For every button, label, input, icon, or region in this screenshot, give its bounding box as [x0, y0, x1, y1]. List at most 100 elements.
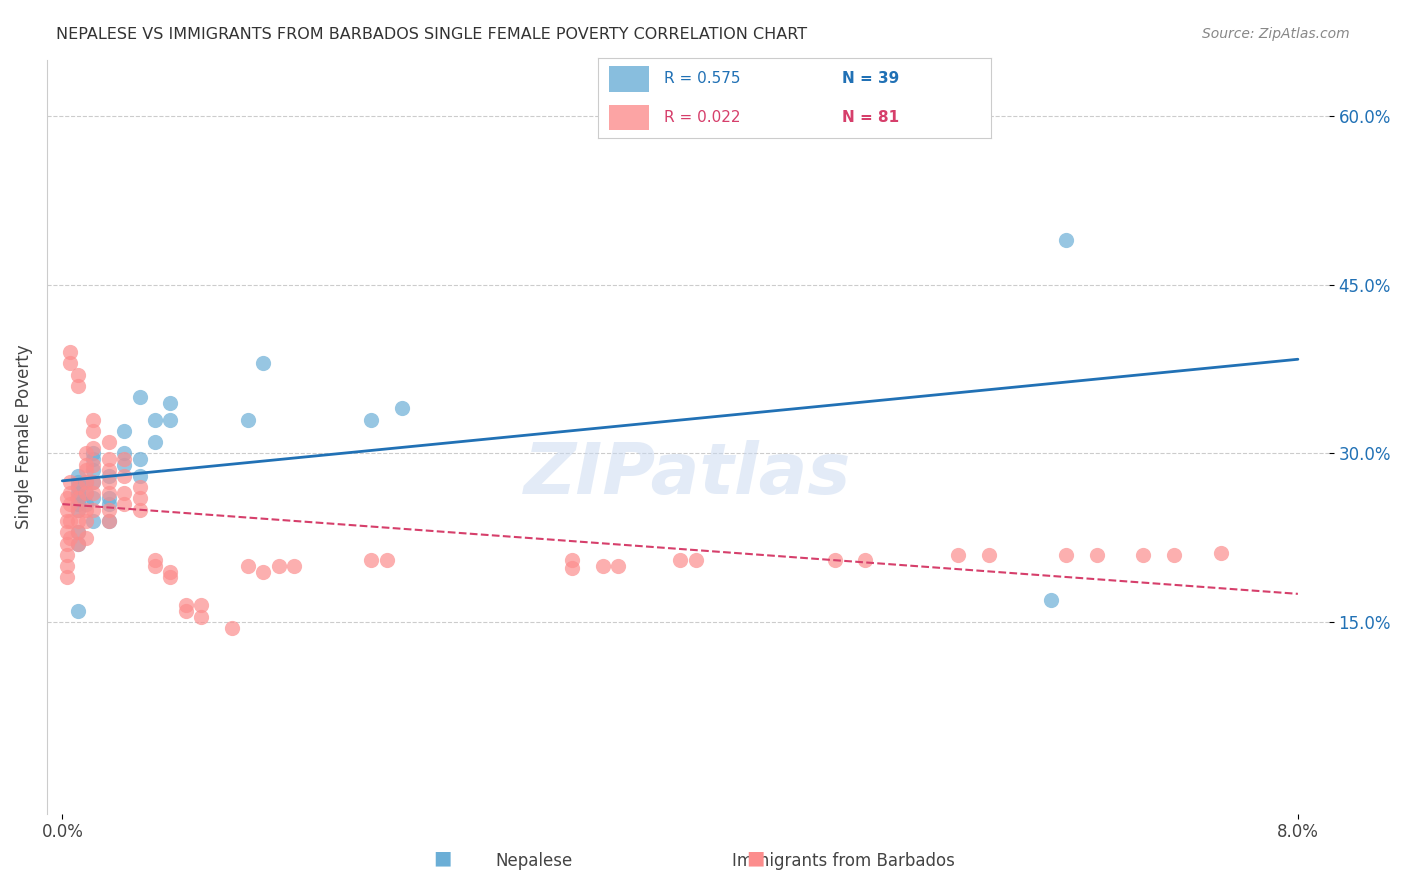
Point [66, 491, 89, 506]
Point [1163, 548, 1185, 562]
Point [75, 531, 97, 545]
Point [143, 435, 166, 450]
Point [66, 469, 89, 483]
Point [112, 424, 135, 438]
Point [97, 497, 120, 511]
Text: Source: ZipAtlas.com: Source: ZipAtlas.com [1202, 27, 1350, 41]
Point [112, 486, 135, 500]
Point [592, 559, 614, 574]
Point [159, 570, 181, 584]
Point [97, 475, 120, 489]
Point [221, 621, 243, 635]
Text: ■: ■ [745, 848, 765, 867]
Point [128, 491, 150, 506]
Point [66, 525, 89, 540]
Text: R = 0.022: R = 0.022 [665, 110, 741, 125]
Text: ZIPatlas: ZIPatlas [524, 440, 852, 508]
Point [59, 475, 82, 489]
Point [66, 536, 89, 550]
Point [75, 486, 97, 500]
Point [75, 463, 97, 477]
Text: Nepalese: Nepalese [496, 852, 572, 870]
Point [112, 469, 135, 483]
Point [112, 446, 135, 460]
Point [360, 413, 382, 427]
Point [1054, 548, 1077, 562]
Point [75, 446, 97, 460]
Point [82, 475, 104, 489]
Point [283, 559, 305, 574]
Point [59, 531, 82, 545]
Point [59, 486, 82, 500]
Point [75, 502, 97, 516]
Point [375, 553, 398, 567]
Point [56, 514, 79, 528]
Point [56, 525, 79, 540]
Point [66, 536, 89, 550]
Point [360, 553, 382, 567]
Point [66, 491, 89, 506]
Point [977, 548, 1000, 562]
Point [66, 502, 89, 516]
Point [174, 599, 197, 613]
Point [128, 469, 150, 483]
Point [97, 463, 120, 477]
Point [159, 413, 181, 427]
FancyBboxPatch shape [609, 104, 648, 130]
Point [66, 475, 89, 489]
Point [128, 502, 150, 516]
Point [669, 553, 692, 567]
Point [97, 452, 120, 467]
Point [97, 491, 120, 506]
Point [112, 497, 135, 511]
Text: ■: ■ [433, 848, 453, 867]
Point [190, 609, 212, 624]
Point [82, 502, 104, 516]
Point [66, 379, 89, 393]
Point [82, 452, 104, 467]
Point [66, 525, 89, 540]
Point [391, 401, 413, 416]
Point [112, 458, 135, 472]
Point [143, 553, 166, 567]
Point [75, 497, 97, 511]
Point [66, 604, 89, 618]
Point [66, 502, 89, 516]
Point [128, 452, 150, 467]
Point [66, 480, 89, 494]
Text: NEPALESE VS IMMIGRANTS FROM BARBADOS SINGLE FEMALE POVERTY CORRELATION CHART: NEPALESE VS IMMIGRANTS FROM BARBADOS SIN… [56, 27, 807, 42]
Point [59, 356, 82, 370]
Point [56, 491, 79, 506]
Point [252, 356, 274, 370]
Point [97, 514, 120, 528]
Point [1209, 545, 1232, 559]
Point [561, 553, 583, 567]
Point [56, 570, 79, 584]
Point [174, 604, 197, 618]
Point [97, 514, 120, 528]
Point [66, 480, 89, 494]
Point [236, 559, 259, 574]
Point [56, 548, 79, 562]
FancyBboxPatch shape [609, 66, 648, 92]
Point [75, 514, 97, 528]
Point [75, 475, 97, 489]
Point [97, 435, 120, 450]
Point [946, 548, 969, 562]
Point [252, 565, 274, 579]
Point [82, 424, 104, 438]
Point [82, 486, 104, 500]
Point [190, 599, 212, 613]
Text: N = 81: N = 81 [842, 110, 898, 125]
Point [236, 413, 259, 427]
Point [82, 413, 104, 427]
Point [66, 514, 89, 528]
Point [56, 536, 79, 550]
Point [66, 486, 89, 500]
Point [607, 559, 630, 574]
Point [97, 486, 120, 500]
Text: R = 0.575: R = 0.575 [665, 71, 741, 87]
Point [824, 553, 846, 567]
Y-axis label: Single Female Poverty: Single Female Poverty [15, 344, 32, 529]
Point [82, 514, 104, 528]
